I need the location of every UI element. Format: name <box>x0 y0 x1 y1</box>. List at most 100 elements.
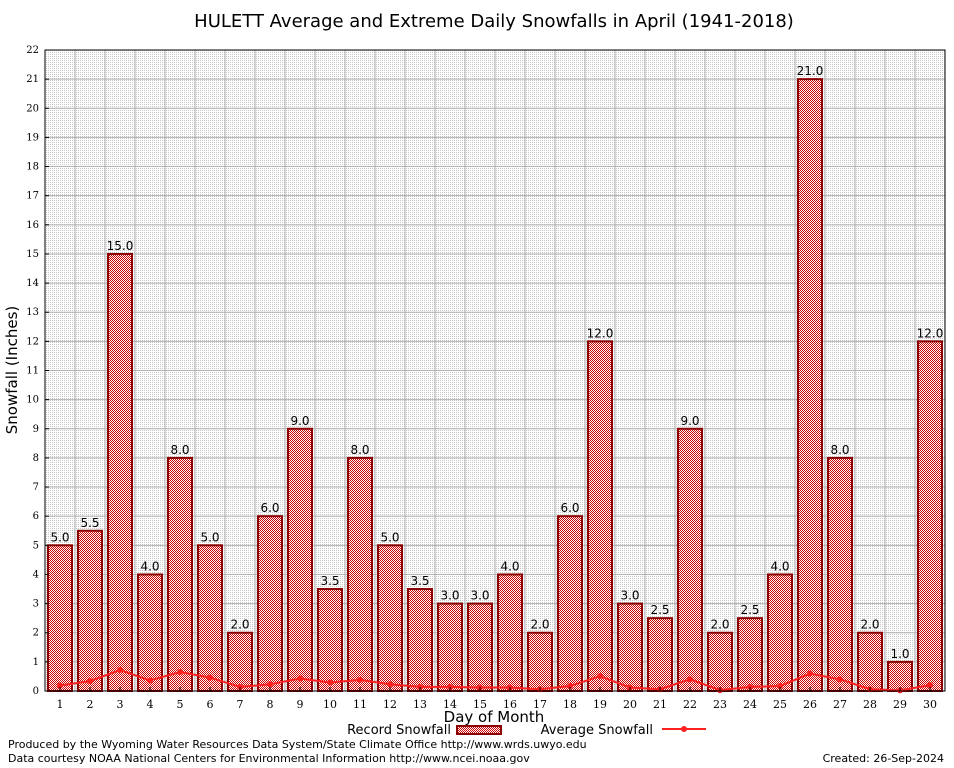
x-tick-label: 29 <box>893 698 907 711</box>
average-point <box>777 683 783 690</box>
bar-value-label: 5.0 <box>200 530 219 544</box>
y-tick-label: 15 <box>26 249 39 260</box>
bar-value-label: 2.0 <box>530 618 549 632</box>
y-tick-label: 19 <box>26 132 39 143</box>
y-tick-label: 12 <box>26 336 39 347</box>
average-point <box>687 676 693 683</box>
record-bar <box>287 427 313 692</box>
x-tick-label: 12 <box>383 698 397 711</box>
bar-value-label: 4.0 <box>140 559 159 573</box>
data-credit: Data courtesy NOAA National Centers for … <box>8 752 530 765</box>
y-tick-label: 7 <box>33 482 39 493</box>
record-bar <box>857 631 883 693</box>
average-point <box>237 683 243 690</box>
average-line <box>59 668 931 692</box>
record-bar <box>767 573 793 692</box>
legend: Record Snowfall Average Snowfall <box>347 723 706 738</box>
average-point <box>147 677 153 684</box>
legend-average-label: Average Snowfall <box>541 723 653 738</box>
record-bar <box>467 602 493 692</box>
created-date: Created: 26-Sep-2024 <box>822 752 944 765</box>
record-bar <box>827 456 853 692</box>
producer-credit: Produced by the Wyoming Water Resources … <box>8 738 587 751</box>
record-bar <box>107 252 133 692</box>
bar-value-label: 3.0 <box>620 589 639 603</box>
y-tick-label: 5 <box>33 540 39 551</box>
y-tick-label: 8 <box>33 453 39 464</box>
record-bar <box>167 456 193 692</box>
average-point <box>357 676 363 683</box>
x-tick-label: 25 <box>773 698 787 711</box>
legend-average-marker <box>681 726 687 732</box>
y-tick-label: 21 <box>26 74 39 85</box>
y-tick-label: 18 <box>26 162 39 173</box>
y-tick-label: 9 <box>33 424 39 435</box>
average-point <box>837 676 843 683</box>
x-tick-label: 16 <box>503 698 517 711</box>
bar-value-label: 8.0 <box>170 443 189 457</box>
x-tick-label: 30 <box>923 698 937 711</box>
bar-value-label: 5.0 <box>50 530 69 544</box>
bar-value-label: 2.5 <box>650 603 669 617</box>
bar-value-label: 8.0 <box>350 443 369 457</box>
legend-record-swatch <box>456 725 502 735</box>
bar-value-label: 12.0 <box>587 326 614 340</box>
record-bar <box>77 529 103 692</box>
bar-value-label: 3.5 <box>320 574 339 588</box>
bar-value-label: 12.0 <box>917 326 944 340</box>
record-bar <box>407 588 433 692</box>
x-tick-label: 9 <box>297 698 304 711</box>
record-bar <box>227 631 253 693</box>
record-bar <box>617 602 643 692</box>
bar-value-label: 15.0 <box>107 239 134 253</box>
average-point <box>597 673 603 680</box>
x-tick-label: 17 <box>533 698 547 711</box>
bar-value-label: 9.0 <box>290 414 309 428</box>
x-tick-label: 23 <box>713 698 727 711</box>
average-point <box>177 669 183 676</box>
y-tick-label: 1 <box>33 657 39 668</box>
record-bar <box>917 340 943 692</box>
x-tick-label: 21 <box>653 698 667 711</box>
x-tick-label: 18 <box>563 698 577 711</box>
x-tick-label: 20 <box>623 698 637 711</box>
y-axis-label: Snowfall (Inches) <box>3 306 21 434</box>
y-tick-label: 2 <box>33 628 39 639</box>
bar-value-label: 6.0 <box>260 501 279 515</box>
average-point <box>117 667 123 674</box>
y-tick-label: 20 <box>26 103 39 114</box>
chart-title: HULETT Average and Extreme Daily Snowfal… <box>194 11 794 32</box>
x-tick-label: 14 <box>443 698 457 711</box>
bar-value-label: 21.0 <box>797 64 824 78</box>
bar-value-label: 1.0 <box>890 647 909 661</box>
plot-border <box>44 49 946 692</box>
average-point <box>87 678 93 685</box>
record-bar <box>707 631 733 693</box>
record-bar <box>587 340 613 692</box>
average-point <box>267 681 273 688</box>
x-tick-label: 6 <box>207 698 214 711</box>
bar-value-label: 2.0 <box>860 618 879 632</box>
x-tick-label: 2 <box>87 698 94 711</box>
x-tick-label: 13 <box>413 698 427 711</box>
bar-value-label: 3.0 <box>440 589 459 603</box>
y-tick-label: 10 <box>26 395 39 406</box>
average-point <box>417 683 423 690</box>
x-tick-label: 28 <box>863 698 877 711</box>
bar-value-label: 5.5 <box>80 516 99 530</box>
bar-value-label: 6.0 <box>560 501 579 515</box>
record-bar <box>497 573 523 692</box>
record-bar <box>377 544 403 692</box>
legend-record-label: Record Snowfall <box>347 723 451 738</box>
x-tick-label: 1 <box>57 698 64 711</box>
bar-value-label: 3.0 <box>470 589 489 603</box>
bar-value-label: 5.0 <box>380 530 399 544</box>
x-tick-label: 5 <box>177 698 184 711</box>
x-tick-label: 4 <box>147 698 154 711</box>
record-bar <box>797 78 823 693</box>
average-point <box>747 683 753 690</box>
x-tick-label: 26 <box>803 698 817 711</box>
average-point <box>447 683 453 690</box>
